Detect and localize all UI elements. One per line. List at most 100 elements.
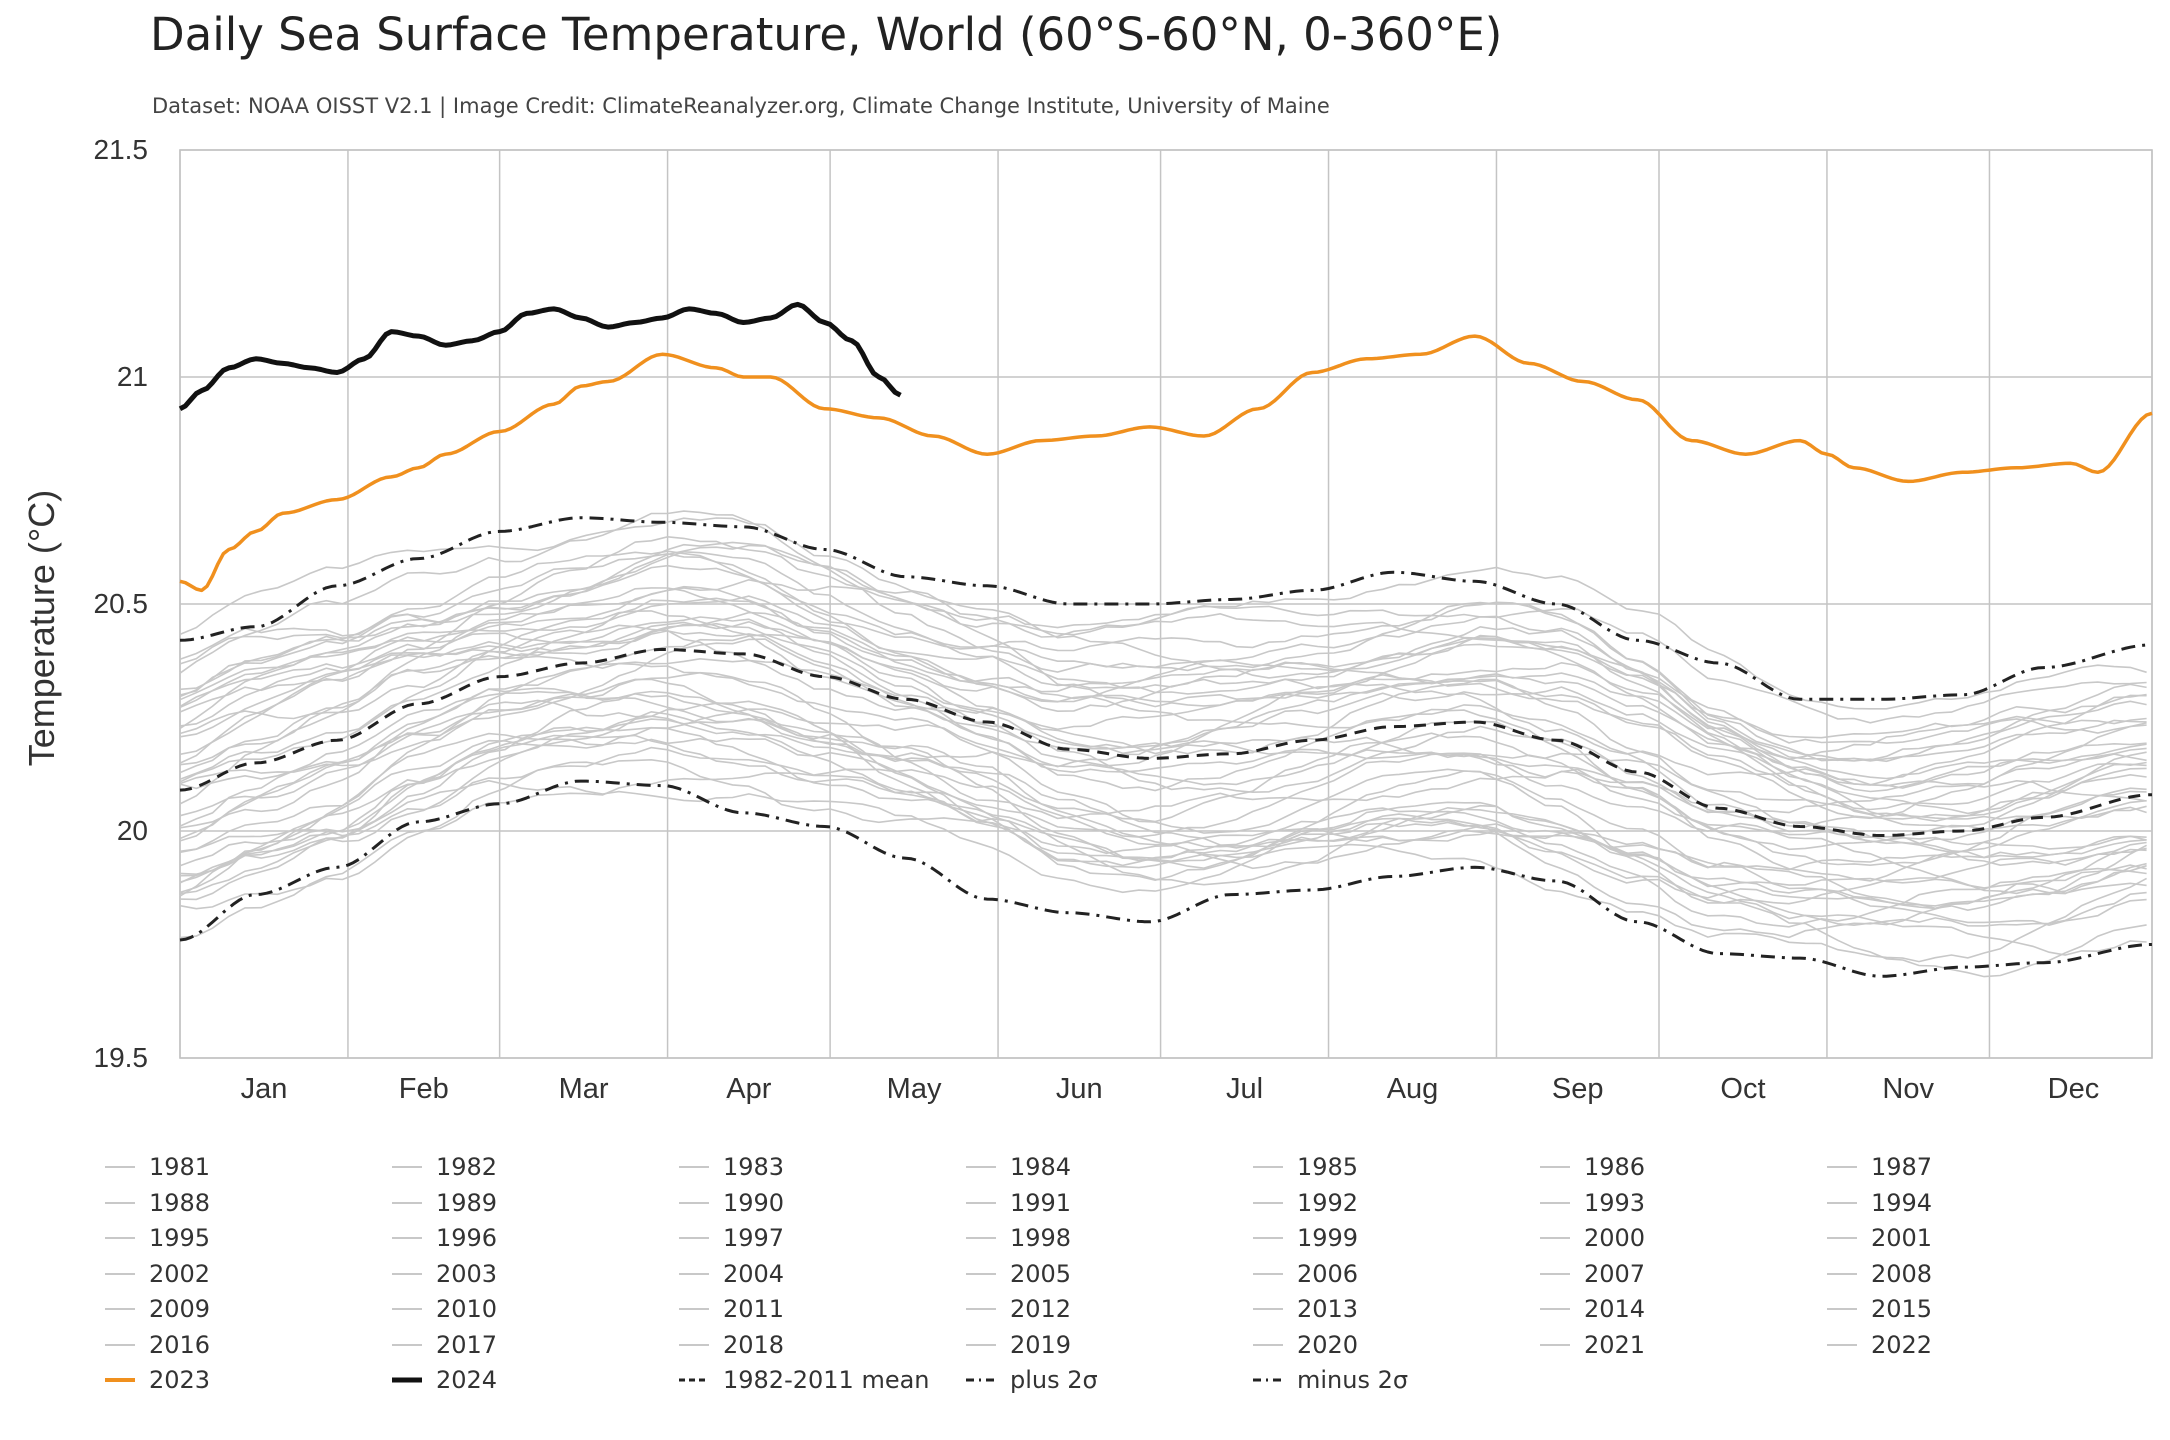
legend-label: 1991 xyxy=(1010,1188,1072,1217)
x-tick-label: Jun xyxy=(1055,1073,1103,1105)
legend-item[interactable]: 2013 xyxy=(1253,1292,1358,1326)
x-tick-label: Apr xyxy=(726,1073,772,1105)
legend-item[interactable]: 2010 xyxy=(392,1292,497,1326)
legend-item[interactable]: 1999 xyxy=(1253,1221,1358,1255)
legend-item[interactable]: 1991 xyxy=(966,1186,1071,1220)
legend-item[interactable]: 1995 xyxy=(105,1221,210,1255)
legend-swatch xyxy=(679,1343,709,1346)
legend-item[interactable]: 2007 xyxy=(1540,1257,1645,1291)
series-line-2022 xyxy=(179,510,2147,724)
legend-item[interactable]: 2005 xyxy=(966,1257,1071,1291)
legend-item[interactable]: 2003 xyxy=(392,1257,497,1291)
legend-swatch xyxy=(1827,1308,1857,1310)
legend-item[interactable]: 2017 xyxy=(392,1328,497,1362)
legend-item[interactable]: 2002 xyxy=(105,1257,210,1291)
legend-item[interactable]: 1986 xyxy=(1540,1150,1645,1184)
series-line-minus-2- xyxy=(179,779,2153,978)
legend-item[interactable]: 1996 xyxy=(392,1221,497,1255)
legend-swatch xyxy=(966,1237,996,1239)
legend-item[interactable]: 1992 xyxy=(1253,1186,1358,1220)
series-line-2020 xyxy=(179,541,2147,780)
legend-item[interactable]: 2019 xyxy=(966,1328,1071,1362)
legend-item[interactable]: 2016 xyxy=(105,1328,210,1362)
legend-item[interactable]: 2020 xyxy=(1253,1328,1358,1362)
legend-item[interactable]: 1981 xyxy=(105,1150,210,1184)
legend-label: 2008 xyxy=(1871,1259,1933,1288)
legend-item[interactable]: 1994 xyxy=(1827,1186,1932,1220)
legend-item[interactable]: 2018 xyxy=(679,1328,784,1362)
legend-item[interactable]: 2001 xyxy=(1827,1221,1932,1255)
legend-item[interactable]: 2021 xyxy=(1540,1328,1645,1362)
legend-label: 2012 xyxy=(1010,1295,1072,1323)
legend-label: 2020 xyxy=(1297,1330,1359,1359)
legend-item[interactable]: 1990 xyxy=(679,1186,784,1220)
x-tick-label: Jul xyxy=(1226,1073,1264,1105)
legend-item[interactable]: 2014 xyxy=(1540,1292,1645,1326)
legend-item[interactable]: 2015 xyxy=(1827,1292,1932,1326)
legend-item[interactable]: 1984 xyxy=(966,1150,1071,1184)
legend-label: 1996 xyxy=(436,1224,498,1252)
legend-label: 1993 xyxy=(1584,1188,1646,1217)
series-line-1991 xyxy=(179,732,2147,912)
chart-plot xyxy=(178,149,2153,1059)
legend-label: 1982 xyxy=(436,1153,498,1181)
legend-swatch xyxy=(1540,1237,1570,1239)
legend-label: 1988 xyxy=(149,1188,211,1217)
series-line-2015 xyxy=(179,595,2147,789)
legend-swatch xyxy=(966,1272,996,1275)
legend-label: 1987 xyxy=(1871,1153,1933,1181)
series-line-2008 xyxy=(179,620,2147,815)
legend-label: 1986 xyxy=(1584,1153,1646,1181)
x-tick-label: Nov xyxy=(1882,1073,1934,1105)
legend-label: 2021 xyxy=(1584,1330,1646,1359)
legend-swatch xyxy=(392,1166,422,1168)
legend-item[interactable]: 2006 xyxy=(1253,1257,1358,1291)
series-line-2010 xyxy=(179,578,2147,787)
legend-item[interactable]: 2023 xyxy=(105,1363,210,1397)
legend-swatch xyxy=(1540,1201,1570,1204)
legend-item[interactable]: 2012 xyxy=(966,1292,1071,1326)
legend-item[interactable]: 2000 xyxy=(1540,1221,1645,1255)
chart-subtitle: Dataset: NOAA OISST V2.1 | Image Credit:… xyxy=(152,94,1330,118)
legend-item[interactable]: 1987 xyxy=(1827,1150,1932,1184)
series-line-2017 xyxy=(179,544,2147,762)
x-tick-label: Oct xyxy=(1720,1073,1766,1105)
legend-item[interactable]: 1982 xyxy=(392,1150,497,1184)
series-line-2018 xyxy=(179,535,2147,761)
chart-title: Daily Sea Surface Temperature, World (60… xyxy=(150,8,1503,61)
legend-item[interactable]: 2022 xyxy=(1827,1328,1932,1362)
legend-item[interactable]: 1997 xyxy=(679,1221,784,1255)
legend-swatch xyxy=(392,1237,422,1239)
legend-item[interactable]: 2004 xyxy=(679,1257,784,1291)
series-line-1996 xyxy=(179,687,2147,867)
legend-label: 2017 xyxy=(436,1330,498,1359)
legend-item[interactable]: 2024 xyxy=(392,1363,497,1397)
legend-item[interactable]: 1985 xyxy=(1253,1150,1358,1184)
series-line-2009 xyxy=(179,597,2147,828)
legend-swatch xyxy=(1253,1201,1283,1204)
legend-item[interactable]: 1993 xyxy=(1540,1186,1645,1220)
legend-label: 1992 xyxy=(1297,1188,1359,1217)
legend-label: 2014 xyxy=(1584,1295,1646,1323)
x-tick-label: Dec xyxy=(2047,1073,2100,1105)
legend-label: 2016 xyxy=(149,1330,211,1359)
legend-item[interactable]: 2008 xyxy=(1827,1257,1932,1291)
legend-item[interactable]: 1988 xyxy=(105,1186,210,1220)
legend-item[interactable]: minus 2σ xyxy=(1253,1363,1408,1397)
legend-item[interactable]: 1989 xyxy=(392,1186,497,1220)
legend-swatch xyxy=(392,1308,422,1310)
legend-item[interactable]: 1982-2011 mean xyxy=(679,1363,930,1397)
legend-label: 1982-2011 mean xyxy=(723,1366,930,1394)
legend-item[interactable]: 1998 xyxy=(966,1221,1071,1255)
legend-item[interactable]: 2011 xyxy=(679,1292,784,1326)
legend-item[interactable]: plus 2σ xyxy=(966,1363,1098,1397)
legend-swatch xyxy=(392,1343,422,1346)
legend-swatch xyxy=(1827,1272,1857,1275)
series-line-1984 xyxy=(179,746,2147,939)
legend-item[interactable]: 1983 xyxy=(679,1150,784,1184)
legend-swatch xyxy=(1253,1343,1283,1346)
legend-label: 1984 xyxy=(1010,1153,1072,1181)
x-tick-label: May xyxy=(886,1073,942,1105)
legend-item[interactable]: 2009 xyxy=(105,1292,210,1326)
x-tick-label: Mar xyxy=(558,1073,609,1105)
